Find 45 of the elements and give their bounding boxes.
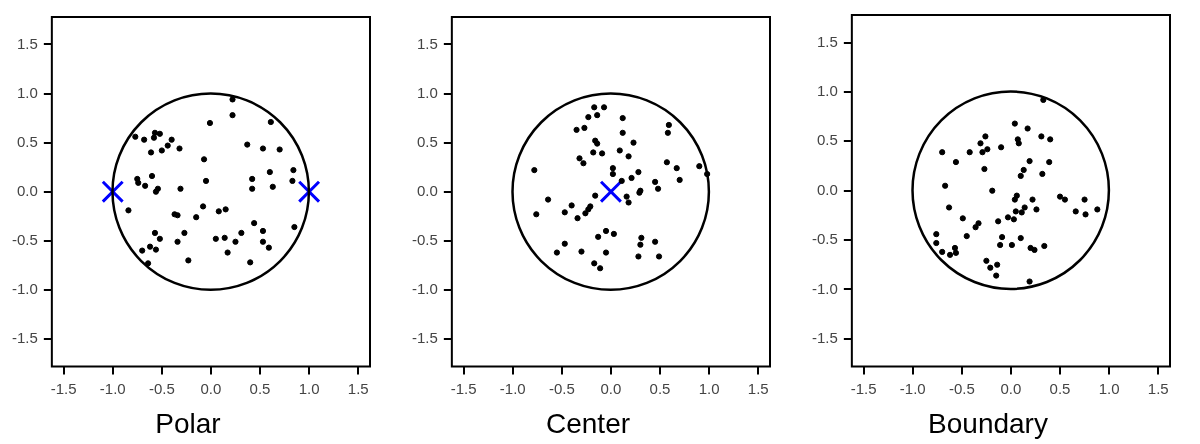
x-tick-label: -1.5 (50, 379, 77, 397)
y-tick-label: -1.5 (11, 329, 38, 347)
x-tick-label: 0.5 (1049, 379, 1071, 397)
x-tick-label: -1.0 (499, 379, 526, 397)
x-tick-label: 1.5 (1147, 379, 1169, 397)
y-tick-label: -0.5 (411, 230, 438, 248)
y-tick-label: 0.0 (816, 180, 838, 198)
y-tick-label: 1.5 (416, 34, 438, 52)
x-tick-label: 0.0 (200, 379, 222, 397)
y-tick-label: -1.0 (411, 279, 438, 297)
text: Boundary (928, 407, 1048, 439)
x-tick-label: 0.5 (649, 379, 671, 397)
x-tick-label: -1.0 (899, 379, 926, 397)
x-tick-label: 1.5 (747, 379, 769, 397)
x-tick-label: 1.0 (1098, 379, 1120, 397)
y-tick-label: 1.0 (816, 82, 838, 100)
y-tick-label: 1.5 (16, 34, 38, 52)
y-tick-label: -1.0 (11, 279, 38, 297)
x-tick-label: 0.0 (1000, 379, 1022, 397)
y-tick-label: 0.5 (816, 131, 838, 149)
y-tick-label: -0.5 (811, 230, 838, 248)
x-tick-label: 1.0 (698, 379, 720, 397)
x-tick-label: -0.5 (948, 379, 975, 397)
y-tick-label: -1.0 (811, 279, 838, 297)
x-tick-label: 1.0 (298, 379, 320, 397)
y-tick-label: 0.0 (416, 181, 438, 199)
x-tick-label: -1.0 (99, 379, 126, 397)
y-tick-label: 0.5 (416, 132, 438, 150)
y-tick-label: -0.5 (11, 230, 38, 248)
y-tick-label: 0.5 (16, 132, 38, 150)
y-tick-label: 1.0 (16, 83, 38, 101)
x-tick-label: -1.5 (850, 379, 877, 397)
x-tick-label: 0.0 (600, 379, 622, 397)
text: Polar (155, 407, 221, 439)
text: Center (545, 407, 631, 439)
x-tick-label: 0.5 (249, 379, 271, 397)
y-tick-label: 0.0 (16, 181, 38, 199)
x-tick-label: -0.5 (148, 379, 175, 397)
y-tick-label: -1.5 (811, 328, 838, 346)
x-tick-label: -0.5 (548, 379, 575, 397)
y-tick-label: -1.5 (411, 329, 438, 347)
x-tick-label: 1.5 (347, 379, 369, 397)
y-tick-label: 1.0 (416, 83, 438, 101)
x-tick-label: -1.5 (450, 379, 477, 397)
y-tick-label: 1.5 (816, 32, 838, 50)
